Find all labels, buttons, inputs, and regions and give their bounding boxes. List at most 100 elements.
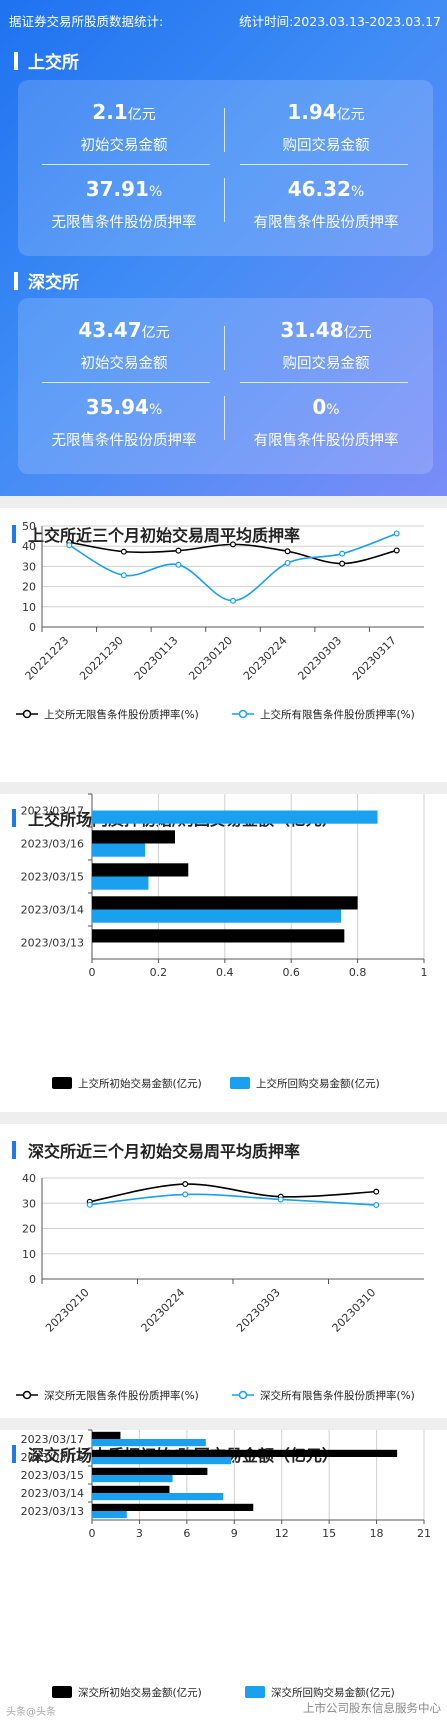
sz-restricted-value: 0 (312, 395, 327, 419)
data-point (182, 1191, 189, 1198)
legend-marker (22, 709, 32, 719)
y-tick-label: 0 (29, 621, 36, 634)
sz-restricted-stat: 0% 有限售条件股份质押率 (226, 395, 426, 450)
data-point (175, 547, 182, 554)
legend-label: 深交所回购交易金额(亿元) (271, 1686, 395, 1699)
bar (92, 929, 345, 943)
unit: 亿元 (127, 107, 156, 123)
unit: % (350, 184, 365, 200)
legend-swatch (52, 1077, 72, 1089)
category-label: 2023/03/16 (21, 838, 84, 851)
stats-header-area: 据证券交易所股质数据统计: 统计时间:2023.03.13-2023.03.17… (0, 0, 447, 496)
x-tick-label: 21 (417, 1527, 431, 1540)
bar (92, 1439, 206, 1447)
sz-initial-label: 初始交易金额 (80, 356, 168, 372)
x-tick-label: 0 (89, 966, 96, 979)
x-tick-label: 20230303 (295, 634, 344, 683)
divider (240, 164, 408, 165)
x-tick-label: 18 (370, 1527, 384, 1540)
data-point (182, 1181, 189, 1188)
sh-section-title: 上交所 (14, 48, 79, 73)
sh-stats-card: 2.1亿元 初始交易金额 1.94亿元 购回交易金额 37.91% 无限售条件股… (18, 80, 433, 256)
data-point (120, 548, 127, 555)
data-point (230, 541, 237, 548)
header-source: 据证券交易所股质数据统计: (9, 14, 164, 29)
title-marker (12, 1141, 16, 1159)
sh-repurchase-label: 购回交易金额 (282, 138, 370, 154)
sh-restricted-label: 有限售条件股份质押率 (253, 215, 399, 231)
x-tick-label: 20230310 (330, 1286, 379, 1335)
x-tick-label: 0.8 (349, 966, 367, 979)
title-marker (12, 525, 16, 543)
legend-label: 上交所有限售条件股份质押率(%) (260, 708, 415, 721)
data-point (66, 542, 73, 549)
sz-amount-bar-chart: 0 3 6 9 12 15 18 21 2023/03/17 2023/03/16 2023/03/… (21, 1429, 431, 1699)
sz-restricted-label: 有限售条件股份质押率 (253, 433, 399, 449)
sh-unrestricted-value: 37.91 (85, 177, 149, 201)
x-tick-label: 0.4 (216, 966, 234, 979)
unit: % (326, 402, 340, 418)
y-tick-label: 50 (22, 520, 36, 533)
sz-unrestricted-value: 35.94 (85, 395, 149, 419)
sz-rate-panel: 深交所近三个月初始交易周平均质押率 0 10 20 30 40 20230210 20230… (0, 1124, 447, 1418)
series-line (89, 1183, 377, 1203)
data-point (284, 559, 291, 566)
bar (92, 1503, 254, 1511)
divider (224, 108, 225, 152)
divider (224, 178, 225, 222)
x-tick-label: 20230224 (139, 1286, 188, 1335)
y-tick-label: 30 (22, 560, 36, 573)
bar (92, 810, 378, 824)
sh-rate-panel: 上交所近三个月初始交易周平均质押率 0 10 20 30 40 50 20221223 202… (0, 508, 447, 782)
bar (92, 830, 175, 844)
category-label: 2023/03/14 (21, 904, 84, 917)
sz-amount-panel: 深交所场内质押初始/购回交易金额（亿元） 0369121518212023/03… (0, 1429, 447, 1700)
legend-marker (238, 709, 248, 719)
sz-section-title: 深交所 (14, 268, 79, 293)
x-tick-label: 0 (89, 1527, 96, 1540)
bar (92, 1431, 121, 1439)
x-tick-label: 3 (136, 1527, 143, 1540)
unit: 亿元 (336, 107, 365, 123)
sz-initial-value: 43.47 (78, 318, 142, 342)
bar (92, 876, 149, 890)
separator (0, 782, 447, 794)
divider (224, 326, 225, 370)
sz-rate-line-chart: 0 10 20 30 40 20230210 20230224 20230303 2023031… (16, 1172, 424, 1402)
legend-marker (22, 1390, 32, 1400)
x-tick-label: 20230113 (132, 634, 181, 683)
legend-label: 上交所无限售条件股份质押率(%) (44, 708, 199, 721)
data-point (230, 597, 237, 604)
bar (92, 896, 358, 910)
divider (224, 396, 225, 440)
legend-label: 深交所无限售条件股份质押率(%) (44, 1389, 199, 1402)
legend-swatch (245, 1686, 265, 1698)
x-tick-label: 15 (322, 1527, 336, 1540)
separator (0, 496, 447, 508)
x-tick-label: 20230224 (241, 634, 290, 683)
y-tick-label: 20 (22, 1223, 36, 1236)
bar (92, 863, 189, 877)
watermark: 上市公司股东信息服务中心 (303, 1701, 441, 1715)
data-point (393, 530, 400, 537)
x-tick-label: 12 (275, 1527, 289, 1540)
title-marker (12, 809, 16, 827)
legend-label: 深交所初始交易金额(亿元) (78, 1686, 202, 1699)
sh-restricted-value: 46.32 (287, 177, 351, 201)
data-point (339, 560, 346, 567)
y-tick-label: 10 (22, 1248, 36, 1261)
data-point (277, 1196, 284, 1203)
legend-marker (238, 1390, 248, 1400)
sz-unrestricted-stat: 35.94% 无限售条件股份质押率 (24, 395, 224, 450)
y-tick-label: 40 (22, 1172, 36, 1185)
sh-initial-stat: 2.1亿元 初始交易金额 (24, 100, 224, 155)
legend-label: 深交所有限售条件股份质押率(%) (260, 1389, 415, 1402)
toutiao-logo: 头条@头条 (6, 1707, 56, 1718)
x-tick-label: 20230317 (350, 634, 399, 683)
sz-title-text: 深交所 (28, 273, 79, 293)
data-point (373, 1202, 380, 1209)
data-point (284, 548, 291, 555)
bar (92, 843, 146, 857)
sh-unrestricted-label: 无限售条件股份质押率 (51, 215, 197, 231)
sz-stats-card: 43.47亿元 初始交易金额 31.48亿元 购回交易金额 35.94% 无限售… (18, 298, 433, 474)
